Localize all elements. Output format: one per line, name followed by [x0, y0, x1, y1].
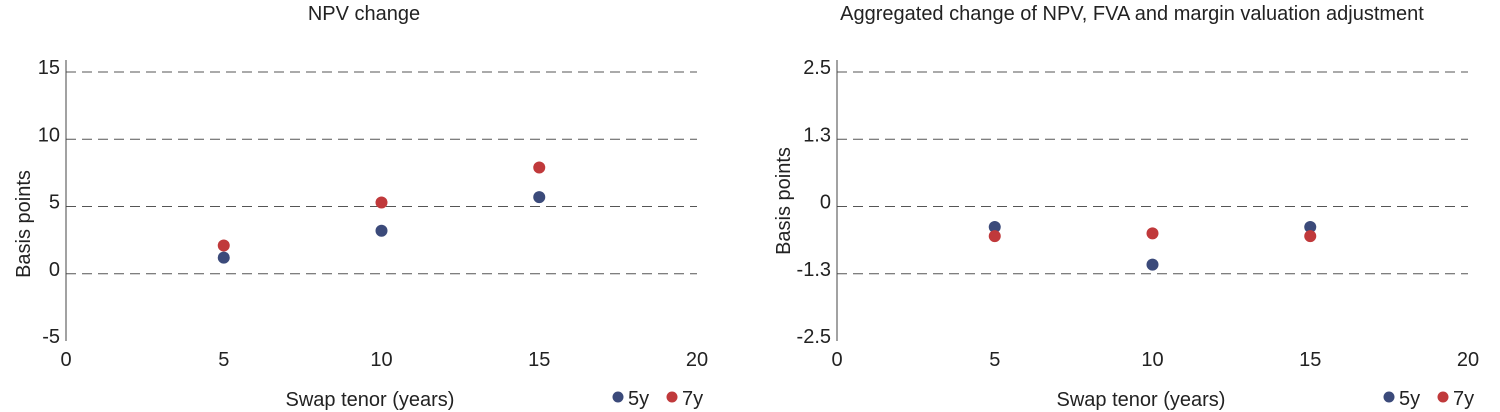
x-tick-label: 15 [1299, 349, 1321, 371]
y-tick-label: 2.5 [803, 57, 831, 79]
chart-title: NPV change [308, 3, 420, 25]
y-tick-label: 0 [49, 259, 60, 281]
data-point-7y [533, 161, 546, 174]
legend-marker-7y [1437, 391, 1449, 403]
legend: 5y 7y [1383, 388, 1474, 410]
legend-label-7y: 7y [1453, 388, 1474, 410]
data-point-5y [217, 251, 230, 264]
data-point-7y [375, 196, 388, 209]
y-tick-label: -5 [42, 326, 60, 348]
data-point-5y [1146, 258, 1159, 271]
x-tick-label: 20 [1457, 349, 1479, 371]
data-point-7y [988, 230, 1001, 243]
y-tick-label: 5 [49, 192, 60, 214]
chart-title: Aggregated change of NPV, FVA and margin… [840, 3, 1424, 25]
x-tick-label: 10 [1141, 349, 1163, 371]
legend-label-5y: 5y [628, 388, 649, 410]
x-axis-label: Swap tenor (years) [286, 389, 455, 411]
data-point-5y [375, 224, 388, 237]
legend-label-7y: 7y [682, 388, 703, 410]
y-tick-label: 15 [38, 57, 60, 79]
chart-panel-npv-change: NPV change Swap tenor (years) Basis poin… [13, 3, 708, 411]
legend: 5y 7y [612, 388, 703, 410]
data-point-7y [1146, 227, 1159, 240]
data-point-5y [533, 191, 546, 204]
y-tick-label: -2.5 [797, 326, 831, 348]
y-tick-label: 1.3 [803, 124, 831, 146]
x-axis-label: Swap tenor (years) [1057, 389, 1226, 411]
x-tick-label: 20 [686, 349, 708, 371]
chart-panel-aggregated-change: Aggregated change of NPV, FVA and margin… [773, 3, 1479, 411]
legend-marker-5y [612, 391, 624, 403]
x-tick-label: 5 [989, 349, 1000, 371]
x-tick-label: 0 [60, 349, 71, 371]
x-tick-label: 15 [528, 349, 550, 371]
x-tick-label: 5 [218, 349, 229, 371]
data-point-5y [988, 220, 1001, 233]
y-axis-label: Basis points [773, 147, 795, 255]
x-tick-label: 0 [831, 349, 842, 371]
y-tick-label: -1.3 [797, 259, 831, 281]
data-point-7y [217, 239, 230, 252]
y-tick-label: 0 [820, 192, 831, 214]
legend-label-5y: 5y [1399, 388, 1420, 410]
x-tick-label: 10 [370, 349, 392, 371]
y-tick-label: 10 [38, 124, 60, 146]
legend-marker-5y [1383, 391, 1395, 403]
data-point-7y [1304, 230, 1317, 243]
data-point-5y [1304, 220, 1317, 233]
legend-marker-7y [666, 391, 678, 403]
y-axis-label: Basis points [13, 170, 35, 278]
